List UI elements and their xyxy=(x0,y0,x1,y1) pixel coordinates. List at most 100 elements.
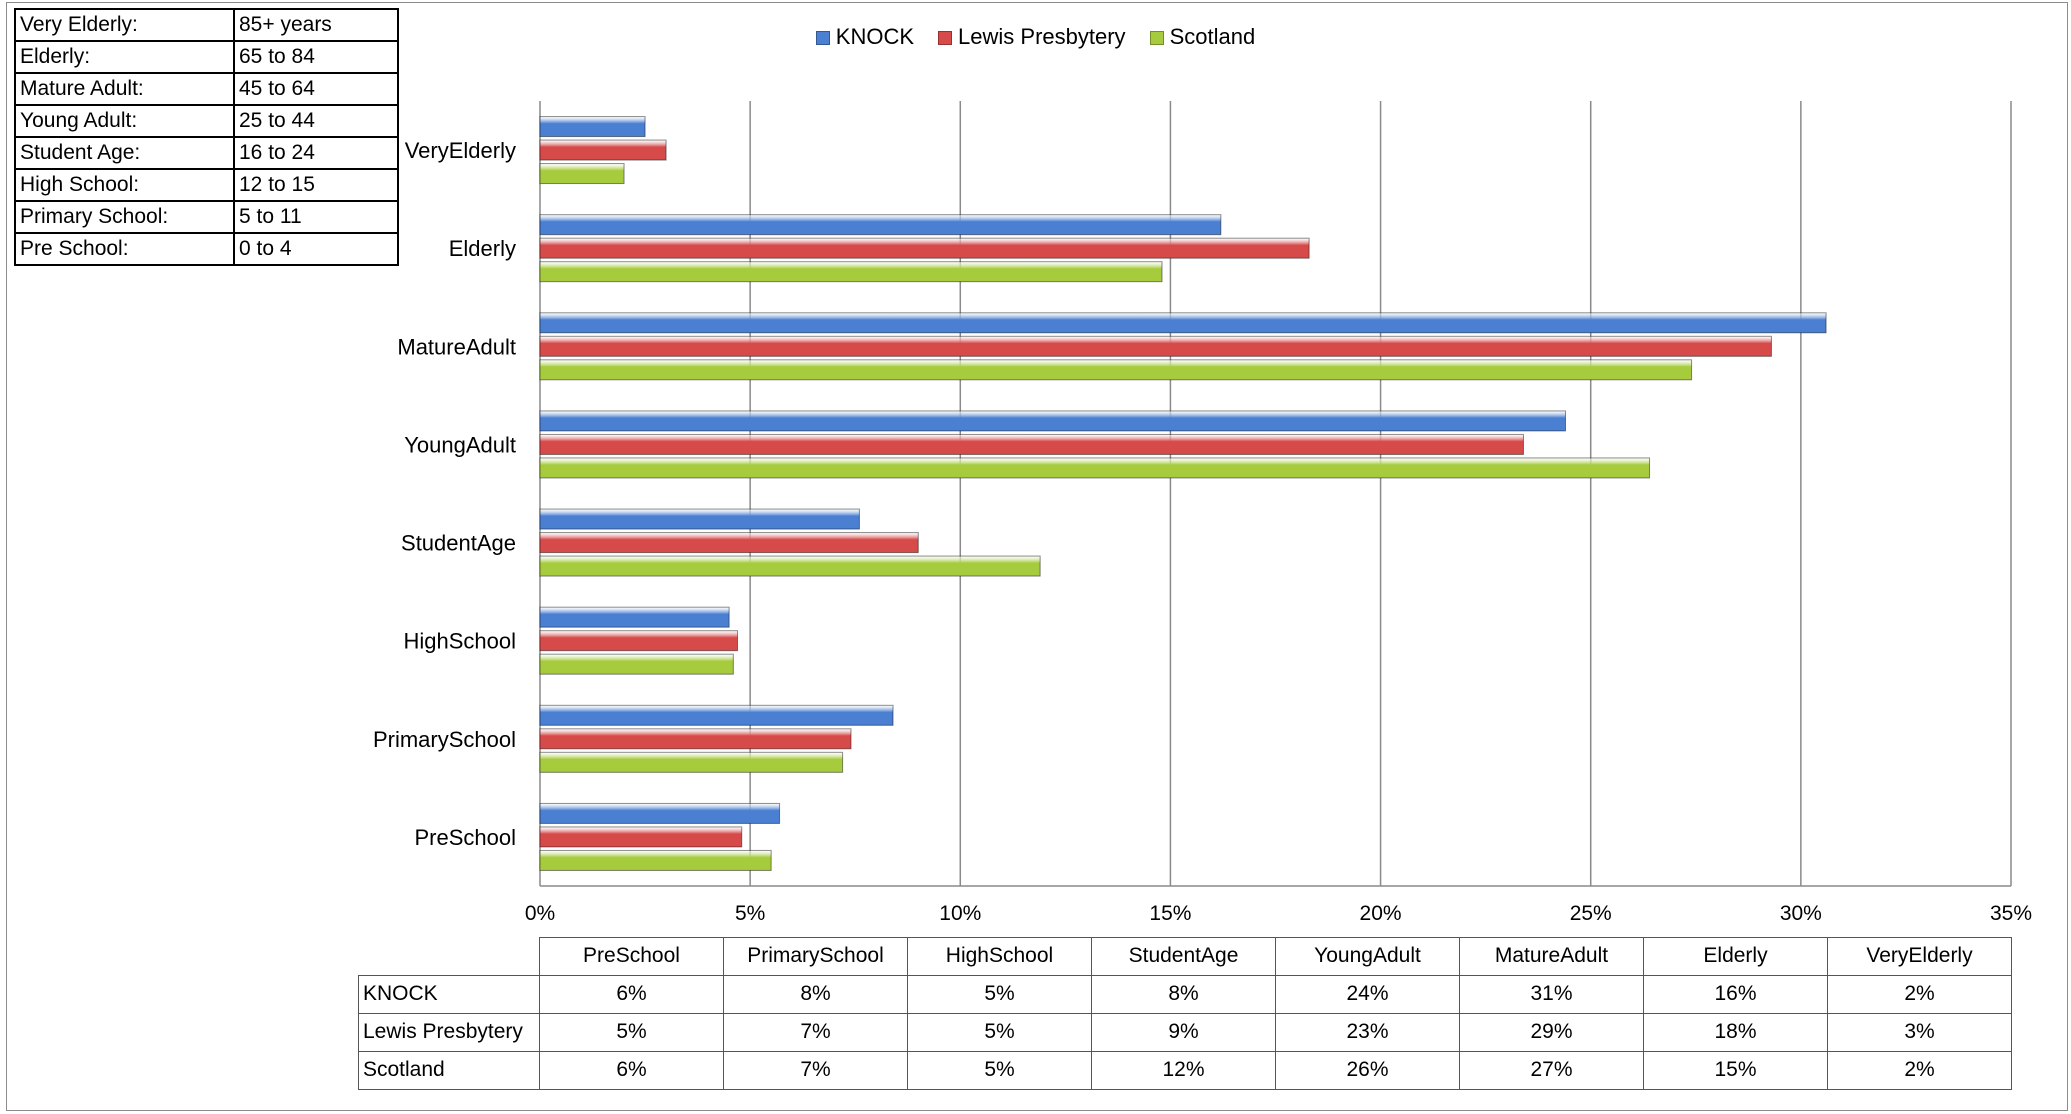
age-key-row: Very Elderly: 85+ years xyxy=(14,8,399,42)
data-table-column-header: HighSchool xyxy=(907,937,1092,976)
data-table-cell: 9% xyxy=(1091,1012,1276,1052)
age-key-row: Elderly: 65 to 84 xyxy=(14,40,399,74)
age-key-label: High School: xyxy=(14,168,235,202)
age-group-key-table: Very Elderly: 85+ years Elderly: 65 to 84 Ma… xyxy=(14,8,399,266)
bar xyxy=(539,163,625,185)
data-table-cell: 15% xyxy=(1643,1050,1828,1090)
age-key-range: 85+ years xyxy=(233,8,399,42)
x-tick-label: 15% xyxy=(1149,902,1191,925)
category-label: YoungAdult xyxy=(404,432,516,457)
chart-frame xyxy=(6,2,2068,1111)
age-key-label: Pre School: xyxy=(14,232,235,266)
category-label: VeryElderly xyxy=(405,138,516,163)
bar xyxy=(539,802,781,824)
data-table-cell: 2% xyxy=(1827,974,2012,1014)
age-key-row: Primary School: 5 to 11 xyxy=(14,200,399,234)
data-table-cell: 26% xyxy=(1275,1050,1460,1090)
data-table-row-header: KNOCK xyxy=(358,974,540,1014)
data-table-corner xyxy=(358,937,540,976)
data-table-cell: 31% xyxy=(1459,974,1644,1014)
data-table-row-header: Lewis Presbytery xyxy=(358,1012,540,1052)
bar xyxy=(539,139,667,161)
bar xyxy=(539,359,1693,381)
x-tick-label: 20% xyxy=(1360,902,1402,925)
data-table-cell: 18% xyxy=(1643,1012,1828,1052)
x-tick-label: 10% xyxy=(939,902,981,925)
bar xyxy=(539,606,730,628)
bar xyxy=(539,457,1651,479)
legend-item: Lewis Presbytery xyxy=(938,24,1126,50)
age-key-range: 25 to 44 xyxy=(233,104,399,138)
category-label: PreSchool xyxy=(414,825,516,850)
data-table-column-header: PrimarySchool xyxy=(723,937,908,976)
bar xyxy=(539,555,1041,577)
data-table-cell: 5% xyxy=(907,974,1092,1014)
bar xyxy=(539,508,860,530)
x-tick-label: 0% xyxy=(525,902,555,925)
age-key-range: 0 to 4 xyxy=(233,232,399,266)
bar xyxy=(539,116,646,138)
data-table-column-header: MatureAdult xyxy=(1459,937,1644,976)
bar xyxy=(539,214,1222,236)
x-tick-label: 35% xyxy=(1990,902,2032,925)
data-table-column-header: Elderly xyxy=(1643,937,1828,976)
bar xyxy=(539,312,1827,334)
age-key-range: 12 to 15 xyxy=(233,168,399,202)
age-key-row: Pre School: 0 to 4 xyxy=(14,232,399,266)
age-key-row: Mature Adult: 45 to 64 xyxy=(14,72,399,106)
category-label: StudentAge xyxy=(401,531,516,556)
legend-swatch xyxy=(815,31,830,46)
bar xyxy=(539,532,919,554)
data-table-column-header: PreSchool xyxy=(539,937,724,976)
category-label: PrimarySchool xyxy=(373,727,516,752)
data-table-cell: 8% xyxy=(723,974,908,1014)
data-table-row-header: Scotland xyxy=(358,1050,540,1090)
data-table-cell: 7% xyxy=(723,1012,908,1052)
x-tick-label: 30% xyxy=(1780,902,1822,925)
legend-label: KNOCK xyxy=(835,24,915,49)
bar xyxy=(539,849,772,871)
data-table-cell: 5% xyxy=(907,1050,1092,1090)
data-table-cell: 12% xyxy=(1091,1050,1276,1090)
data-table-column-header: VeryElderly xyxy=(1827,937,2012,976)
data-table-cell: 6% xyxy=(539,974,724,1014)
data-table-cell: 27% xyxy=(1459,1050,1644,1090)
age-key-row: Young Adult: 25 to 44 xyxy=(14,104,399,138)
data-table-header-row: PreSchool PrimarySchool HighSchool StudentA… xyxy=(358,937,2012,976)
data-table-column-header: YoungAdult xyxy=(1275,937,1460,976)
data-table-cell: 7% xyxy=(723,1050,908,1090)
data-table-row: KNOCK 6% 8% 5% 8% 24% 31% 16% 2% xyxy=(358,974,2012,1014)
age-key-label: Primary School: xyxy=(14,200,235,234)
age-key-range: 45 to 64 xyxy=(233,72,399,106)
bar xyxy=(539,728,852,750)
data-table-cell: 3% xyxy=(1827,1012,2012,1052)
bar xyxy=(539,335,1772,357)
bar xyxy=(539,433,1524,455)
age-key-label: Young Adult: xyxy=(14,104,235,138)
data-table-row: Scotland 6% 7% 5% 12% 26% 27% 15% 2% xyxy=(358,1050,2012,1090)
age-key-row: High School: 12 to 15 xyxy=(14,168,399,202)
legend-label: Scotland xyxy=(1169,24,1256,49)
x-tick-label: 5% xyxy=(735,902,765,925)
bar xyxy=(539,630,739,652)
bar xyxy=(539,237,1310,259)
data-table-cell: 8% xyxy=(1091,974,1276,1014)
age-key-label: Mature Adult: xyxy=(14,72,235,106)
age-key-label: Student Age: xyxy=(14,136,235,170)
bar xyxy=(539,653,734,675)
data-table-cell: 5% xyxy=(539,1012,724,1052)
data-table-cell: 5% xyxy=(907,1012,1092,1052)
bar xyxy=(539,410,1566,432)
data-table-row: Lewis Presbytery 5% 7% 5% 9% 23% 29% 18% 3% xyxy=(358,1012,2012,1052)
bar xyxy=(539,751,844,773)
legend-item: Scotland xyxy=(1149,24,1256,50)
data-table-cell: 29% xyxy=(1459,1012,1644,1052)
legend-item: KNOCK xyxy=(815,24,915,50)
legend-label: Lewis Presbytery xyxy=(958,24,1126,49)
data-table-cell: 2% xyxy=(1827,1050,2012,1090)
age-key-range: 65 to 84 xyxy=(233,40,399,74)
age-key-label: Very Elderly: xyxy=(14,8,235,42)
data-table-column-header: StudentAge xyxy=(1091,937,1276,976)
data-table-cell: 24% xyxy=(1275,974,1460,1014)
